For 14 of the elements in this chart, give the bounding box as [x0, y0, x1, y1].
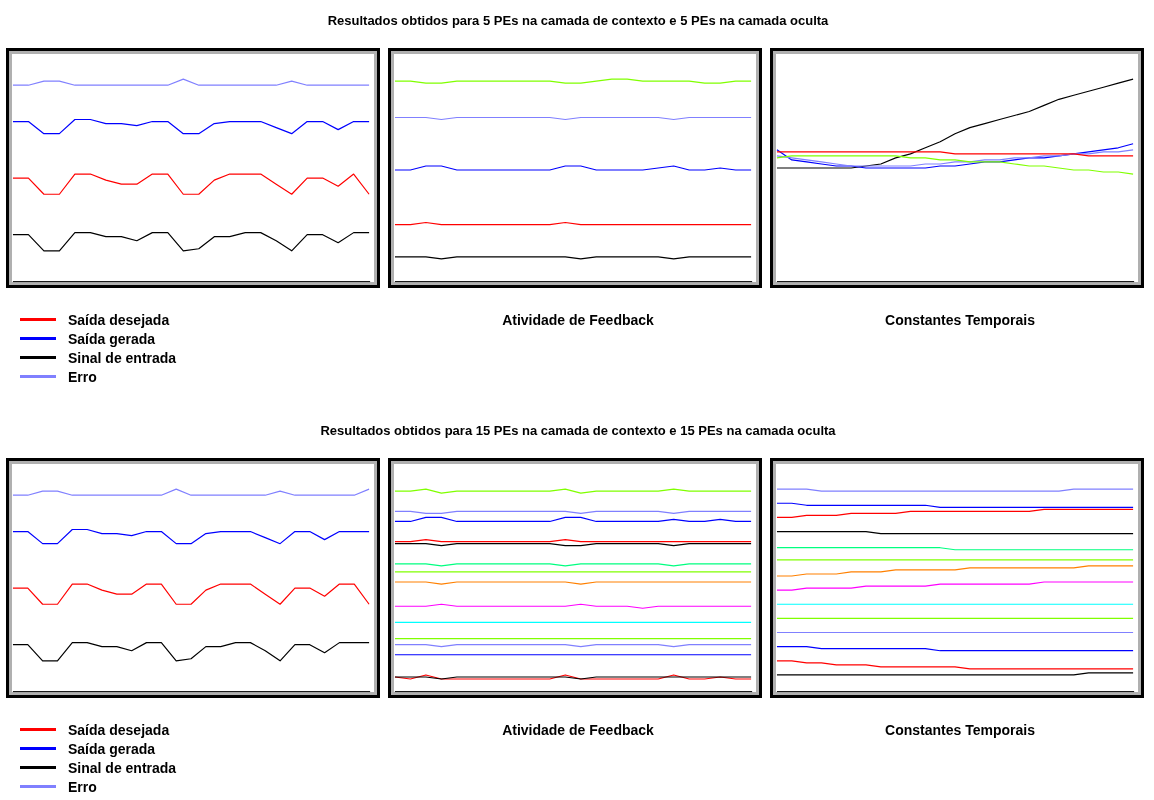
legend-label: Saída gerada	[68, 330, 156, 347]
x-axis-title: Atividade de Feedback	[501, 722, 655, 738]
legend-label: Saída gerada	[68, 740, 156, 757]
x-axis-title: Constantes Temporais	[884, 312, 1036, 328]
x-axis-title: Atividade de Feedback	[501, 312, 655, 328]
legend-label: Saída desejada	[68, 721, 170, 738]
legend-label: Saída desejada	[68, 311, 170, 328]
legend-label: Sinal de entrada	[68, 349, 177, 366]
legend-label: Erro	[68, 368, 97, 385]
legend-label: Sinal de entrada	[68, 759, 177, 776]
chart-title: Resultados obtidos para 15 PEs na camada de contexto e 15 PEs na camada oculta	[320, 423, 836, 438]
chart-title: Resultados obtidos para 5 PEs na camada de contexto e 5 PEs na camada oculta	[327, 13, 829, 28]
x-axis-title: Constantes Temporais	[884, 722, 1036, 738]
legend-label: Erro	[68, 778, 97, 795]
